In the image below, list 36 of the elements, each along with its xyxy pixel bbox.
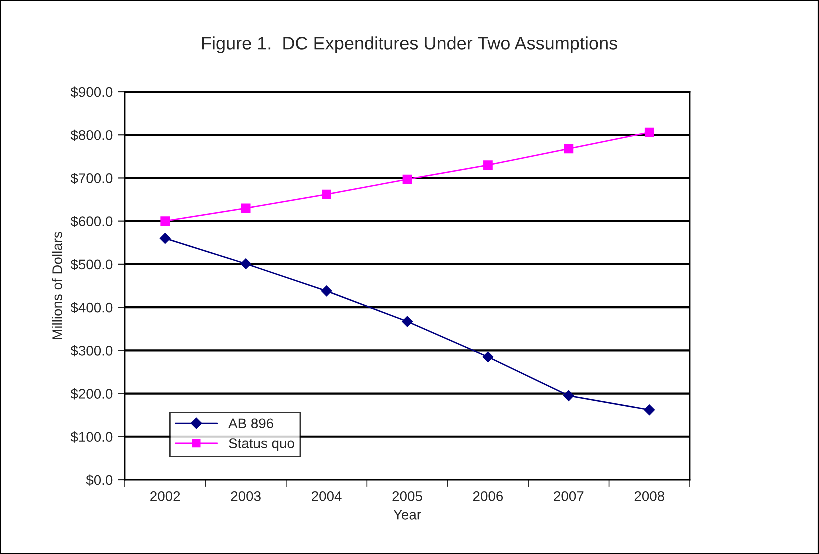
y-axis-title: Millions of Dollars [52,232,62,340]
point [160,216,170,226]
point [644,128,654,138]
x-tick-label: 2003 [231,491,261,502]
x-tick-label: 2008 [634,491,664,502]
y-tick-label: $400.0 [70,302,113,314]
y-tick-label: $700.0 [70,172,113,184]
x-tick-label: 2006 [473,491,504,502]
point [402,174,412,184]
x-tick-label: 2002 [150,491,180,502]
point [322,190,332,200]
y-tick-label: $500.0 [70,259,113,270]
point [564,390,574,402]
y-tick-label: $600.0 [70,216,113,228]
point [644,404,656,416]
point [484,160,493,170]
y-tick-label: $800.0 [70,130,113,142]
chart-title: Figure 1. DC Expenditures Under Two Assumptions [202,36,618,54]
point [402,316,413,328]
legend-label: AB 896 [228,418,274,429]
x-tick-label: 2007 [554,491,584,502]
y-tick-label: $200.0 [70,388,113,400]
x-tick-label: 2004 [312,491,342,502]
y-tick-label: $900.0 [70,86,113,98]
point [321,286,332,297]
point [564,144,574,154]
x-tick-label: 2005 [392,491,422,502]
point [241,204,251,214]
point [482,352,494,363]
y-tick-label: $300.0 [70,345,113,357]
point [240,258,252,270]
y-tick-label: $100.0 [70,432,113,443]
y-tick-label: $0.0 [86,474,113,486]
x-axis-title: Year [394,510,422,520]
legend-label: Status quo [229,438,294,452]
point [160,233,171,244]
